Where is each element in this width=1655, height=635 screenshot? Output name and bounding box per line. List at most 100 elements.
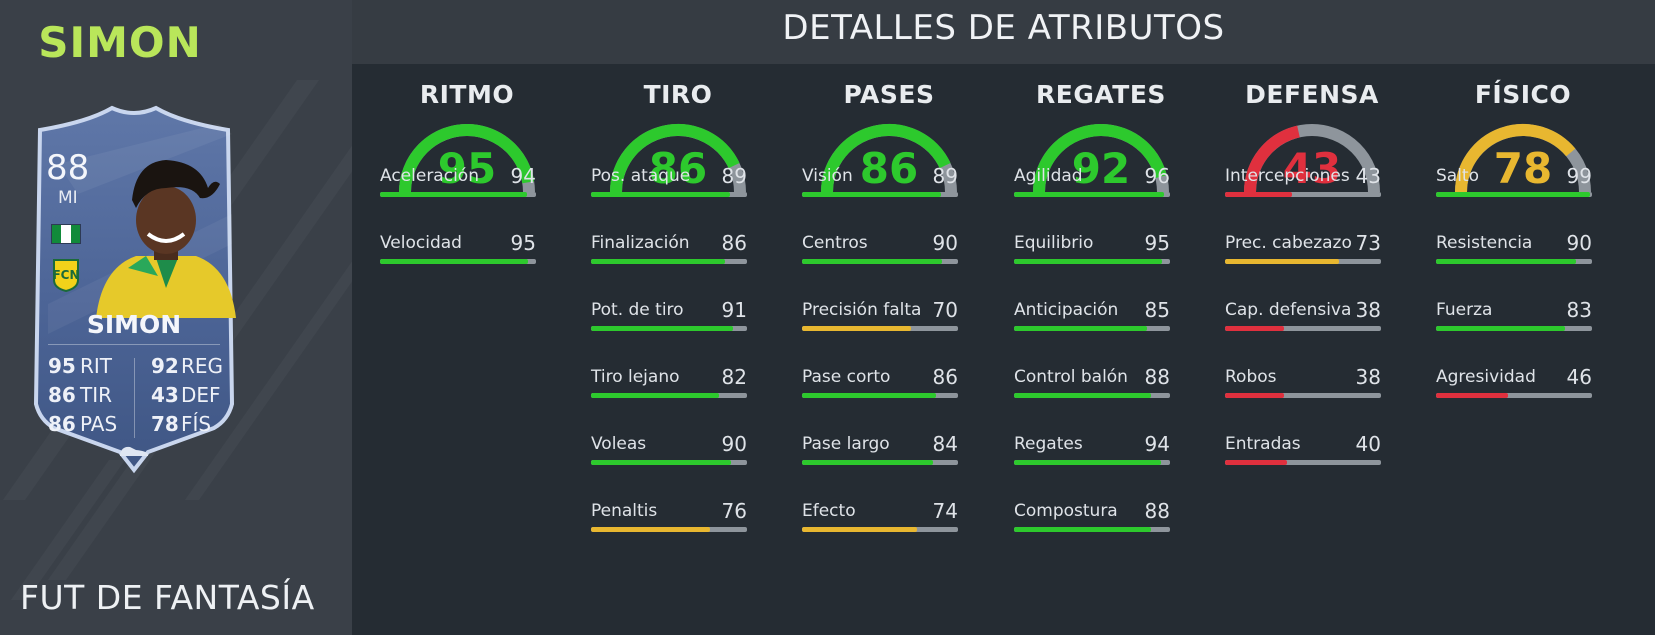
attribute-row: Robos 38: [1225, 365, 1381, 415]
attribute-bar: [1225, 460, 1381, 465]
attribute-value: 88: [1144, 499, 1170, 523]
attribute-bar-fill: [1014, 326, 1147, 331]
attribute-value: 38: [1355, 365, 1381, 389]
attribute-bar-fill: [802, 192, 941, 197]
attribute-value: 38: [1355, 298, 1381, 322]
attribute-bar-fill: [1436, 393, 1508, 398]
attribute-name: Fuerza: [1436, 300, 1493, 320]
category-title: TIRO: [643, 80, 713, 109]
attribute-name: Visión: [802, 166, 853, 186]
attribute-name: Precisión falta: [802, 300, 922, 320]
attribute-bar-fill: [591, 259, 726, 264]
attribute-row: Centros 90: [802, 231, 958, 281]
attribute-bar: [1436, 259, 1592, 264]
attribute-bar: [591, 192, 747, 197]
attribute-name: Pase corto: [802, 367, 891, 387]
rating-gauge: [821, 124, 957, 193]
attribute-name: Entradas: [1225, 434, 1301, 454]
attribute-value: 99: [1566, 164, 1592, 188]
category-title: RITMO: [419, 80, 515, 109]
card-position: MI: [58, 188, 78, 208]
attribute-row: Finalización 86: [591, 231, 747, 281]
attribute-name: Agilidad: [1014, 166, 1083, 186]
card-stat-row: 86 TIR: [48, 383, 113, 407]
attribute-row: Cap. defensiva 38: [1225, 298, 1381, 348]
rating-gauge: [399, 124, 535, 193]
attribute-name: Efecto: [802, 501, 856, 521]
attribute-row: Pase corto 86: [802, 365, 958, 415]
attribute-value: 88: [1144, 365, 1170, 389]
attribute-name: Equilibrio: [1014, 233, 1094, 253]
card-stat-row: 43 DEF: [151, 383, 221, 407]
attribute-value: 89: [932, 164, 958, 188]
card-rating: 88: [46, 148, 90, 188]
gauge-fill: [610, 124, 740, 193]
boot-icon: [120, 446, 148, 456]
category-column-1: TIRO 86 Pos. ataque 89 Finalización 86 Pot. de…: [573, 64, 783, 624]
attribute-bar-fill: [591, 460, 732, 465]
attribute-value: 46: [1566, 365, 1592, 389]
attribute-name: Intercepciones: [1225, 166, 1350, 186]
attribute-row: Salto 99: [1436, 164, 1592, 214]
attribute-bar-fill: [1014, 527, 1152, 532]
rating-gauge: [610, 124, 746, 193]
attribute-name: Pot. de tiro: [591, 300, 684, 320]
attribute-bar: [591, 393, 747, 398]
attribute-bar: [1436, 192, 1592, 197]
attribute-bar: [1014, 460, 1170, 465]
attribute-bar-fill: [1225, 192, 1293, 197]
category-rating: 78: [1493, 144, 1553, 193]
player-name: SIMON: [38, 18, 202, 67]
category-column-2: PASES 86 Visión 89 Centros 90 Precisión falta 7…: [784, 64, 994, 624]
attribute-row: Regates 94: [1014, 432, 1170, 482]
attribute-bar-fill: [802, 527, 918, 532]
attribute-bar: [1014, 259, 1170, 264]
attribute-row: Control balón 88: [1014, 365, 1170, 415]
attribute-name: Cap. defensiva: [1225, 300, 1352, 320]
attribute-name: Velocidad: [380, 233, 462, 253]
attribute-bar-fill: [1436, 326, 1566, 331]
attribute-name: Compostura: [1014, 501, 1118, 521]
attribute-row: Pot. de tiro 91: [591, 298, 747, 348]
attribute-value: 90: [721, 432, 747, 456]
attribute-bar: [591, 460, 747, 465]
category-title: DEFENSA: [1245, 80, 1379, 109]
rating-gauge: [1244, 124, 1380, 193]
attribute-value: 40: [1355, 432, 1381, 456]
attribute-name: Penaltis: [591, 501, 658, 521]
attribute-bar: [1014, 326, 1170, 331]
attribute-name: Tiro lejano: [591, 367, 680, 387]
attribute-value: 96: [1144, 164, 1170, 188]
attribute-bar-fill: [1225, 393, 1285, 398]
attribute-bar-fill: [591, 326, 733, 331]
promo-title: FUT DE FANTASÍA: [20, 578, 315, 617]
attribute-name: Anticipación: [1014, 300, 1119, 320]
attribute-value: 86: [721, 231, 747, 255]
card-stat-row: 78 FÍS: [151, 412, 212, 436]
attribute-value: 76: [721, 499, 747, 523]
attribute-row: Compostura 88: [1014, 499, 1170, 549]
attribute-name: Resistencia: [1436, 233, 1533, 253]
attribute-name: Aceleración: [380, 166, 479, 186]
club-crest-icon: FCN: [52, 259, 80, 292]
category-column-4: DEFENSA 43 Intercepciones 43 Prec. cabezazo 7…: [1207, 64, 1417, 624]
attribute-name: Salto: [1436, 166, 1479, 186]
player-card[interactable]: 88 MI FCN SIMON 95 RIT 86 TIR 86 PAS 92 REG: [18, 104, 250, 476]
attribute-row: Aceleración 94: [380, 164, 536, 214]
category-rating: 43: [1282, 144, 1342, 193]
attribute-bar-fill: [1436, 192, 1591, 197]
nigeria-flag-icon: [51, 224, 81, 244]
attribute-value: 94: [510, 164, 536, 188]
card-player-name: SIMON: [86, 310, 182, 339]
attribute-bar-fill: [1014, 192, 1164, 197]
attribute-row: Visión 89: [802, 164, 958, 214]
attribute-name: Robos: [1225, 367, 1277, 387]
attribute-value: 82: [721, 365, 747, 389]
card-stats-right: 92 REG 43 DEF 78 FÍS: [151, 352, 223, 439]
attribute-bar-fill: [591, 527, 710, 532]
attribute-bar-fill: [591, 192, 730, 197]
category-column-5: FÍSICO 78 Salto 99 Resistencia 90 Fuerza 83 Agre…: [1418, 64, 1628, 624]
attribute-value: 84: [932, 432, 958, 456]
category-title: PASES: [843, 80, 935, 109]
attribute-bar: [591, 326, 747, 331]
